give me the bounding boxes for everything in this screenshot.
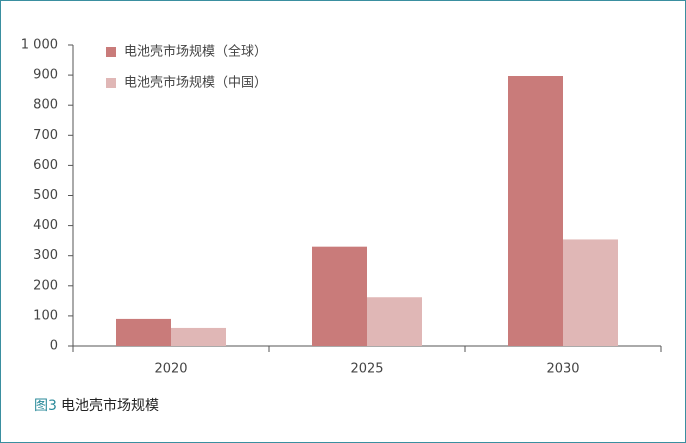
bar [508, 76, 563, 347]
legend-label: 电池壳市场规模（中国） [124, 75, 267, 91]
y-tick-label: 500 [33, 188, 58, 203]
bar [171, 327, 226, 346]
legend-label: 电池壳市场规模（全球） [124, 44, 267, 60]
y-tick-label: 1 000 [21, 38, 58, 53]
y-tick-label: 400 [33, 218, 58, 233]
y-tick-label: 200 [33, 278, 58, 293]
x-tick-label: 2020 [154, 362, 187, 377]
bar [563, 239, 618, 346]
y-tick-label: 900 [33, 68, 58, 83]
legend-swatch [106, 78, 116, 88]
y-tick-label: 0 [50, 339, 58, 354]
bar [312, 246, 367, 346]
y-tick-label: 700 [33, 128, 58, 143]
legend-swatch [106, 47, 116, 57]
bar [367, 297, 422, 346]
y-tick-label: 600 [33, 158, 58, 173]
y-tick-label: 800 [33, 98, 58, 113]
bar [116, 318, 171, 346]
y-tick-label: 100 [33, 308, 58, 323]
figure-label: 图3 [34, 398, 57, 414]
x-tick-label: 2025 [350, 362, 383, 377]
y-tick-label: 300 [33, 248, 58, 263]
chart-title: 电池壳市场规模 [61, 397, 159, 414]
x-tick-label: 2030 [546, 362, 579, 377]
